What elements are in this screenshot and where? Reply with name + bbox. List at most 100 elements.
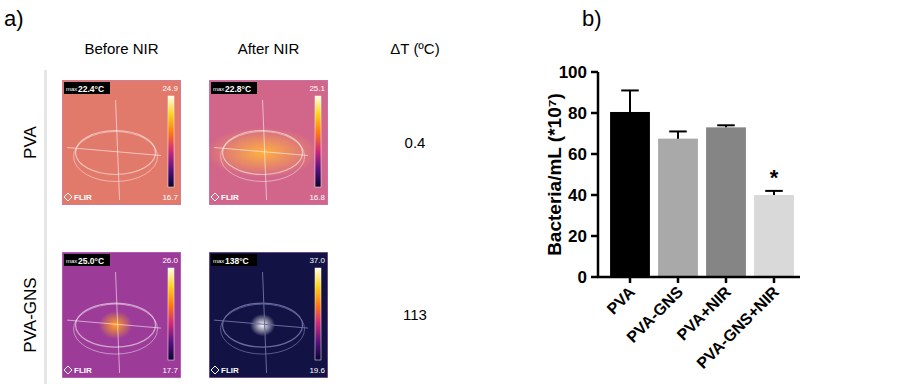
error-bar bbox=[621, 90, 639, 112]
y-axis-label: Bacteria/mL (*10⁷) bbox=[544, 93, 565, 256]
max-prefix: max bbox=[213, 86, 224, 92]
bar bbox=[610, 112, 650, 277]
x-tick-label: PVA-GNS+NIR bbox=[693, 283, 782, 372]
bar bbox=[658, 139, 698, 277]
column-header: Before NIR bbox=[84, 40, 158, 57]
y-tick bbox=[591, 194, 598, 197]
colorbar bbox=[315, 96, 321, 187]
y-tick bbox=[591, 153, 598, 156]
thermal-image: 26.0 17.7 max25.0°C FLIR bbox=[62, 252, 181, 378]
y-tick-label: 40 bbox=[568, 186, 587, 205]
error-cap bbox=[765, 190, 783, 192]
y-tick-label: 60 bbox=[568, 145, 587, 164]
image-background bbox=[209, 252, 328, 378]
scale-min: 16.7 bbox=[162, 193, 178, 202]
panel-label: b) bbox=[582, 6, 602, 31]
max-prefix: max bbox=[66, 258, 77, 264]
logo-mark bbox=[64, 193, 72, 201]
x-tick bbox=[677, 277, 680, 283]
scale-min: 19.6 bbox=[309, 366, 325, 375]
crosshair bbox=[214, 148, 308, 156]
logo: FLIR bbox=[74, 193, 92, 202]
max-value: 22.8°C bbox=[225, 84, 251, 94]
error-stem bbox=[629, 90, 631, 112]
max-value: 22.4°C bbox=[78, 84, 104, 94]
logo: FLIR bbox=[74, 366, 92, 375]
logo-mark bbox=[211, 193, 219, 201]
x-tick bbox=[629, 277, 632, 283]
logo: FLIR bbox=[221, 193, 239, 202]
max-box bbox=[64, 254, 110, 266]
panel-label: a) bbox=[4, 6, 24, 31]
dish-outline bbox=[74, 132, 158, 182]
dish-outline bbox=[221, 132, 305, 182]
dish-outline bbox=[74, 304, 158, 354]
crosshair bbox=[116, 100, 120, 200]
crosshair bbox=[263, 100, 267, 200]
thermal-image: 37.019.6max138°CFLIR bbox=[209, 252, 328, 378]
max-value: 25.0°C bbox=[78, 256, 104, 266]
colorbar bbox=[315, 268, 321, 360]
y-tick-label: 0 bbox=[578, 268, 587, 287]
error-bar bbox=[765, 191, 783, 195]
scale-max: 24.9 bbox=[162, 84, 178, 93]
error-cap bbox=[621, 89, 639, 91]
row-label: PVA-GNS bbox=[21, 277, 40, 352]
y-tick bbox=[591, 276, 598, 279]
column-header: After NIR bbox=[238, 40, 300, 57]
error-stem bbox=[677, 131, 679, 138]
crosshair bbox=[116, 272, 120, 373]
scale-max: 26.0 bbox=[162, 256, 178, 265]
y-tick-label: 20 bbox=[568, 227, 587, 246]
dish-outline bbox=[76, 303, 156, 347]
colorbar bbox=[168, 268, 174, 360]
bar bbox=[706, 127, 746, 277]
thermal-image: 24.9 16.7 max22.4°C FLIR bbox=[62, 80, 181, 205]
delta-t: 113 bbox=[403, 306, 427, 323]
scale-min: 16.8 bbox=[309, 193, 325, 202]
significance-mark: * bbox=[770, 165, 779, 190]
dish-outline bbox=[221, 304, 305, 354]
y-axis bbox=[597, 72, 600, 277]
y-tick-label: 80 bbox=[568, 104, 587, 123]
max-prefix: max bbox=[213, 258, 224, 264]
error-cap bbox=[717, 124, 735, 126]
y-tick bbox=[591, 71, 598, 74]
colorbar bbox=[168, 96, 174, 187]
bar bbox=[754, 195, 794, 277]
max-value: 138°C bbox=[225, 256, 249, 266]
delta-t: 0.4 bbox=[405, 134, 426, 151]
y-tick-label: 100 bbox=[559, 63, 587, 82]
dish-outline bbox=[223, 131, 303, 175]
x-tick-label: PVA-GNS bbox=[623, 283, 686, 346]
error-bar bbox=[717, 125, 735, 127]
scale-min: 17.7 bbox=[162, 366, 178, 375]
scale-max: 25.1 bbox=[309, 84, 325, 93]
error-cap bbox=[669, 130, 687, 132]
dish-outline bbox=[223, 303, 303, 347]
x-axis bbox=[597, 276, 800, 279]
column-header: ΔT (ºC) bbox=[390, 40, 439, 57]
x-tick bbox=[773, 277, 776, 283]
error-bar bbox=[669, 131, 687, 138]
image-background bbox=[62, 252, 181, 378]
max-box bbox=[211, 254, 257, 266]
logo: FLIR bbox=[221, 366, 239, 375]
separator bbox=[44, 70, 47, 384]
crosshair bbox=[214, 320, 308, 328]
thermal-image: 25.1 16.8 max22.8°C FLIR bbox=[209, 80, 328, 205]
x-tick bbox=[725, 277, 728, 283]
dish-outline bbox=[76, 131, 156, 175]
x-tick-label: PVA bbox=[604, 283, 639, 318]
max-box bbox=[211, 82, 257, 94]
row-label: PVA bbox=[21, 125, 40, 158]
logo-mark bbox=[64, 366, 72, 374]
y-tick bbox=[591, 235, 598, 238]
bars bbox=[610, 90, 794, 277]
crosshair bbox=[263, 272, 267, 373]
crosshair bbox=[67, 148, 161, 156]
max-box bbox=[64, 82, 110, 94]
crosshair bbox=[67, 320, 161, 328]
max-prefix: max bbox=[66, 86, 77, 92]
logo-mark bbox=[211, 366, 219, 374]
